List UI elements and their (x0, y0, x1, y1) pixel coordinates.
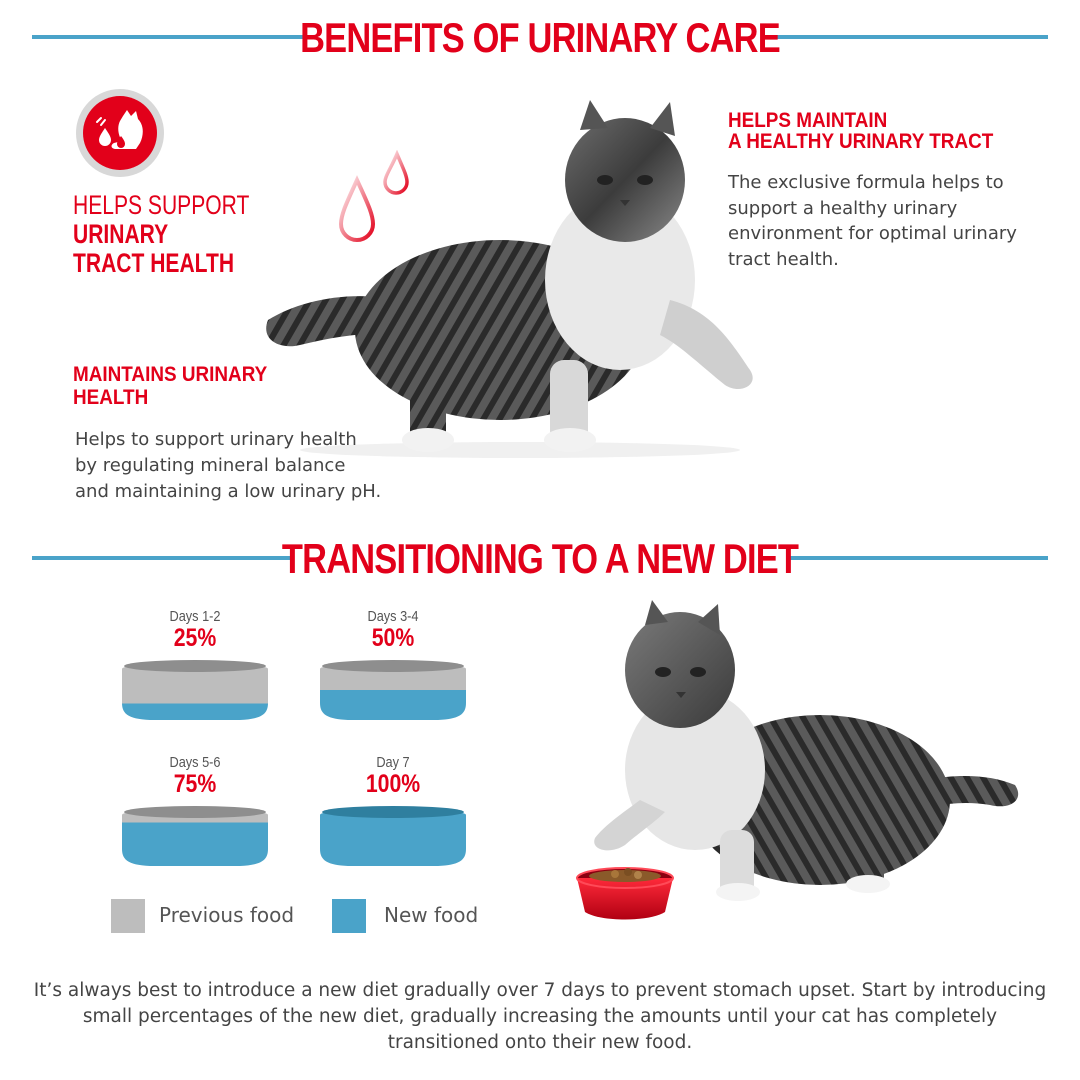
section2-rule-left (32, 556, 294, 560)
new-food-fill (122, 703, 268, 720)
bowl-rim (124, 660, 266, 672)
schedule-days: Day 7 (376, 754, 410, 771)
urinary-drop-cat-icon (75, 88, 165, 178)
section1-title: BENEFITS OF URINARY CARE (300, 14, 781, 61)
schedule-percent: 100% (365, 770, 421, 798)
schedule-step: Days 3-4 50% (318, 608, 468, 729)
section2-rule-right (788, 556, 1048, 560)
food-bowl-icon (320, 660, 466, 720)
support-line3: TRACT HEALTH (73, 248, 235, 278)
schedule-days: Days 1-2 (169, 608, 221, 625)
cat-photo-walking (260, 100, 770, 460)
legend-label-previous: Previous food (159, 903, 295, 927)
benefit-left-heading-line1: MAINTAINS URINARY (73, 363, 268, 386)
footer-line: small percentages of the new diet, gradu… (82, 1006, 998, 1027)
benefit-left-heading-line2: HEALTH (73, 386, 149, 409)
schedule-step: Day 7 100% (318, 754, 468, 875)
legend-swatch-previous (111, 899, 145, 933)
section1-rule-right (766, 35, 1048, 39)
schedule-days: Days 5-6 (169, 754, 221, 771)
section2-title: TRANSITIONING TO A NEW DIET (281, 535, 799, 582)
benefit-right-heading-line1: HELPS MAINTAIN (728, 109, 888, 132)
schedule-percent: 50% (371, 624, 415, 652)
benefit-right-heading-line2: A HEALTHY URINARY TRACT (728, 130, 994, 153)
benefit-right-text-line: The exclusive formula helps to (728, 172, 1004, 193)
benefit-left-text-line: by regulating mineral balance (75, 455, 346, 476)
benefit-left-text-line: and maintaining a low urinary pH. (75, 481, 382, 502)
schedule-step: Days 1-2 25% (120, 608, 270, 729)
section1-rule-left (32, 35, 314, 39)
benefit-right-text-line: support a healthy urinary (728, 197, 958, 219)
new-food-fill (122, 822, 268, 866)
benefit-left-text-line: Helps to support urinary health (75, 429, 357, 450)
food-bowl-icon (122, 660, 268, 720)
footer-text: It’s always best to introduce a new diet… (0, 978, 1080, 1056)
schedule-percent: 25% (173, 624, 217, 652)
new-food-fill (320, 690, 466, 720)
legend-label-new: New food (384, 903, 479, 927)
water-drops-icon (335, 149, 425, 245)
schedule-days: Days 3-4 (367, 608, 419, 625)
schedule-percent: 75% (173, 770, 217, 798)
support-line2: URINARY (73, 219, 169, 249)
bowl-rim (124, 806, 266, 818)
footer-line: transitioned onto their new food. (387, 1032, 693, 1053)
bowl-rim (322, 806, 464, 818)
legend-swatch-new (332, 899, 366, 933)
benefit-right-text-line: tract health. (728, 248, 839, 270)
food-bowl-icon (320, 806, 466, 866)
bowl-rim (322, 660, 464, 672)
benefit-left-text: Helps to support urinary health by regul… (75, 427, 381, 505)
benefit-right-text: The exclusive formula helps to support a… (728, 170, 1017, 272)
footer-line: It’s always best to introduce a new diet… (33, 980, 1047, 1001)
benefit-right-text-line: environment for optimal urinary (728, 223, 1017, 244)
food-bowl-icon (122, 806, 268, 866)
schedule-step: Days 5-6 75% (120, 754, 270, 875)
support-line1: HELPS SUPPORT (73, 190, 250, 220)
new-food-fill (320, 809, 466, 866)
cat-photo-with-bowl (570, 600, 1030, 930)
